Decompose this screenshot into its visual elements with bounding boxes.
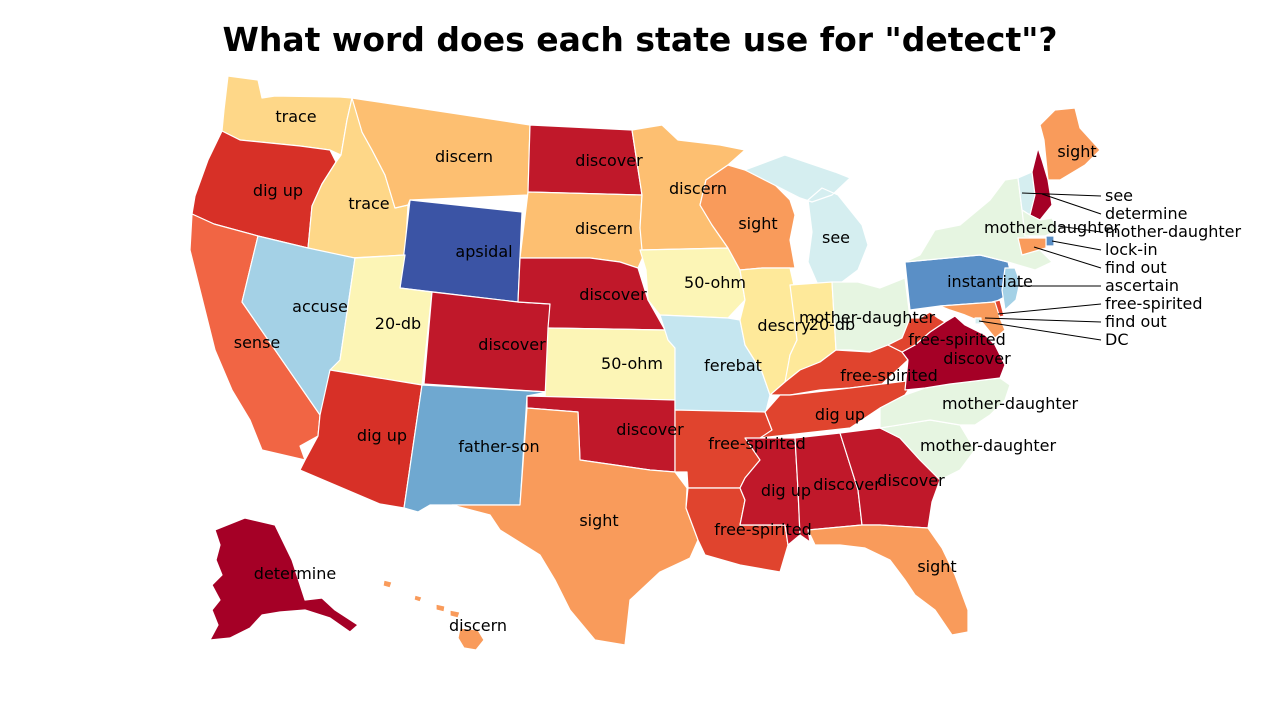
state-label-in: 20-db [809, 315, 855, 334]
state-label-va: discover [943, 349, 1011, 368]
state-label-mo: ferebat [704, 356, 762, 375]
map-title: What word does each state use for "detec… [222, 20, 1058, 59]
state-label-mn: discern [669, 179, 727, 198]
callout-label-ct: find out [1105, 258, 1167, 277]
state-label-az: dig up [357, 426, 407, 445]
leader-line-ma [1057, 225, 1102, 233]
callout-label-ma: mother-daughter [1105, 222, 1241, 241]
state-label-mt: discern [435, 147, 493, 166]
state-label-nd: discover [575, 151, 643, 170]
callout-label-ri: lock-in [1105, 240, 1158, 259]
leader-line-de [997, 303, 1102, 315]
state-label-ar: free-spirited [708, 434, 806, 453]
state-label-fl: sight [917, 557, 956, 576]
state-label-pa: instantiate [947, 272, 1033, 291]
state-ut [329, 254, 433, 386]
callout-label-dc: DC [1105, 330, 1129, 349]
state-ma [1021, 209, 1059, 237]
state-label-la: free-spirited [714, 520, 812, 539]
state-label-wy: apsidal [455, 242, 512, 261]
state-md [939, 301, 1006, 339]
state-label-nv: accuse [292, 297, 348, 316]
state-label-ks: 50-ohm [601, 354, 663, 373]
leader-line-nh [1041, 193, 1102, 215]
state-label-oh: mother-daughter [799, 308, 935, 327]
callout-label-de: free-spirited [1105, 294, 1203, 313]
state-nh [1029, 147, 1053, 221]
state-label-ca: sense [234, 333, 281, 352]
callout-label-vt: see [1105, 186, 1133, 205]
state-mi [744, 154, 869, 286]
state-ne [517, 257, 666, 331]
state-label-sc: mother-daughter [920, 436, 1056, 455]
state-label-ok: discover [616, 420, 684, 439]
callout-label-md: find out [1105, 312, 1167, 331]
state-label-or: dig up [253, 181, 303, 200]
state-ct [1017, 237, 1047, 256]
state-label-hi: discern [449, 616, 507, 635]
state-label-nm: father-son [458, 437, 539, 456]
leader-line-dc [978, 320, 1102, 341]
state-mt [351, 97, 531, 209]
state-fl [807, 524, 969, 636]
state-wv [887, 311, 946, 353]
state-nj [1001, 267, 1021, 311]
state-dc [974, 317, 982, 325]
state-ak [209, 517, 359, 641]
state-label-co: discover [478, 335, 546, 354]
leader-line-vt [1021, 192, 1102, 197]
state-label-mi: see [822, 228, 850, 247]
callout-label-nh: determine [1105, 204, 1187, 223]
state-label-ms: dig up [761, 481, 811, 500]
state-label-ak: determine [254, 564, 336, 583]
state-label-wi: sight [738, 214, 777, 233]
state-label-al: discover [813, 475, 881, 494]
state-me [1039, 107, 1101, 181]
state-label-me: sight [1057, 142, 1096, 161]
state-label-ut: 20-db [375, 314, 421, 333]
state-wi [699, 164, 796, 271]
leader-line-ct [1033, 246, 1102, 269]
state-label-ky: free-spirited [840, 366, 938, 385]
callout-label-nj: ascertain [1105, 276, 1179, 295]
state-label-ne: discover [579, 285, 647, 304]
state-label-tn: dig up [815, 405, 865, 424]
state-label-nc: mother-daughter [942, 394, 1078, 413]
state-label-wa: trace [275, 107, 316, 126]
state-label-il: descry [757, 316, 810, 335]
leader-line-md [984, 317, 1102, 323]
state-label-tx: sight [579, 511, 618, 530]
leader-line-ri [1051, 240, 1102, 251]
state-label-sd: discern [575, 219, 633, 238]
state-label-wv: free-spirited [908, 330, 1006, 349]
state-label-ny: mother-daughter [984, 218, 1120, 237]
state-label-id: trace [348, 194, 389, 213]
state-label-ga: discover [877, 471, 945, 490]
state-label-ia: 50-ohm [684, 273, 746, 292]
state-tx [451, 407, 699, 646]
state-hi [382, 579, 485, 651]
